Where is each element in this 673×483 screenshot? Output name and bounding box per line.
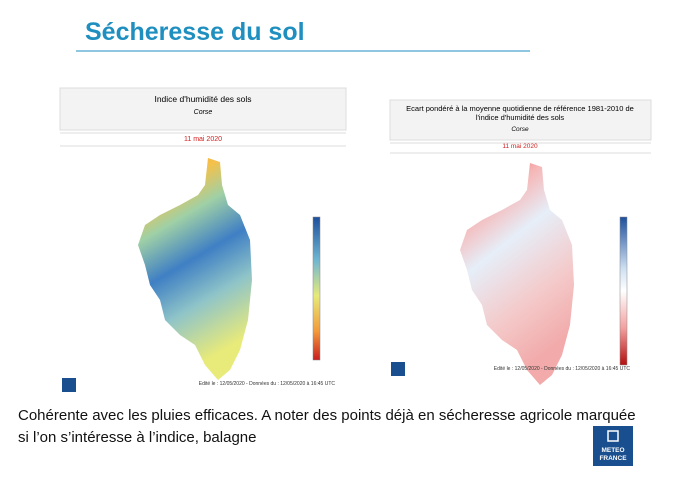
panel-title: Ecart pondéré à la moyenne quotidienne d… [406,104,634,122]
panel-date: 11 mai 2020 [184,136,222,143]
colorbar [312,216,321,361]
logo-text: FRANCE [599,455,627,462]
logo-mark [607,430,619,442]
panel-title: Indice d'humidité des sols [154,94,251,104]
logo-text: METEO [601,447,624,454]
panel-date: 11 mai 2020 [502,143,538,150]
panel-footer: Edité le : 12/05/2020 - Données du : 12/… [199,381,336,387]
panel-header [59,87,347,131]
logo-small [391,362,405,376]
panel-subtitle: Corse [511,126,529,133]
map-corse [138,158,252,380]
panel-subtitle: Corse [194,109,213,116]
logo [593,426,633,466]
logo-small [62,378,76,392]
colorbar [619,216,628,366]
map-corse [460,163,574,385]
caption-line: Cohérente avec les pluies efficaces. A n… [18,407,636,424]
slide-title: Sécheresse du sol [85,18,305,46]
panel-footer: Edité le : 12/05/2020 - Données du : 12/… [494,366,631,372]
caption-line: si l’on s’intéresse à l’indice, balagne [18,429,256,446]
panel-header [389,99,652,141]
